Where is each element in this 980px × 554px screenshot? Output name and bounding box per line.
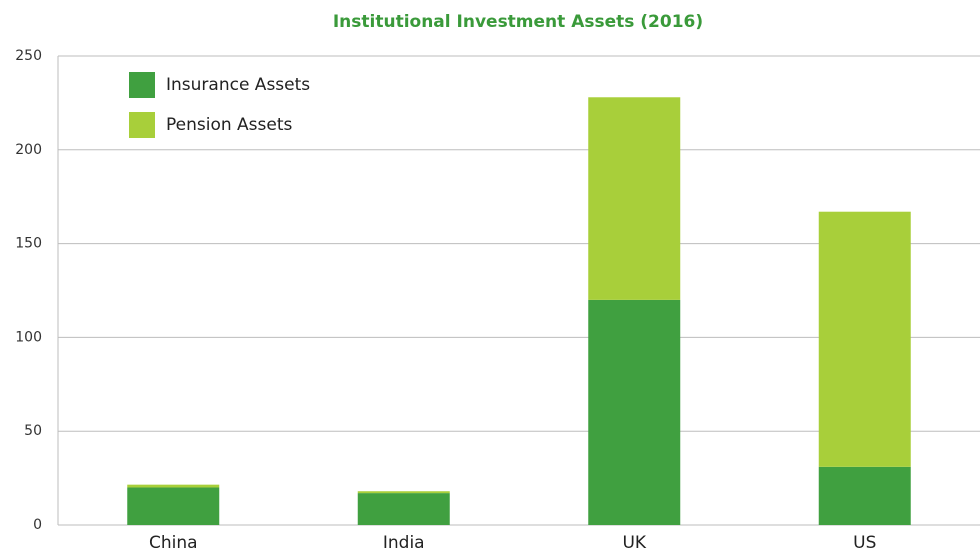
chart-title: Institutional Investment Assets (2016) xyxy=(333,12,703,32)
bar-segment xyxy=(127,484,220,488)
legend-label: Insurance Assets xyxy=(166,75,310,95)
y-tick-label: 100 xyxy=(15,329,42,345)
x-tick-label: US xyxy=(853,533,876,553)
bar-segment xyxy=(818,466,911,525)
y-tick-label: 250 xyxy=(15,48,42,64)
legend-swatch xyxy=(129,72,155,98)
y-tick-label: 0 xyxy=(33,517,42,533)
legend-swatch xyxy=(129,112,155,138)
bar-segment xyxy=(818,211,911,467)
bar-segment xyxy=(588,97,681,300)
y-tick-label: 150 xyxy=(15,236,42,252)
bar-segment xyxy=(127,487,220,525)
x-tick-label: China xyxy=(149,533,198,553)
y-tick-label: 50 xyxy=(24,423,42,439)
bar-segment xyxy=(357,491,450,494)
bar-segment xyxy=(357,493,450,525)
x-tick-label: India xyxy=(383,533,425,553)
bar-segment xyxy=(588,299,681,525)
y-tick-label: 200 xyxy=(15,142,42,158)
x-tick-label: UK xyxy=(622,533,646,553)
legend-label: Pension Assets xyxy=(166,115,293,135)
